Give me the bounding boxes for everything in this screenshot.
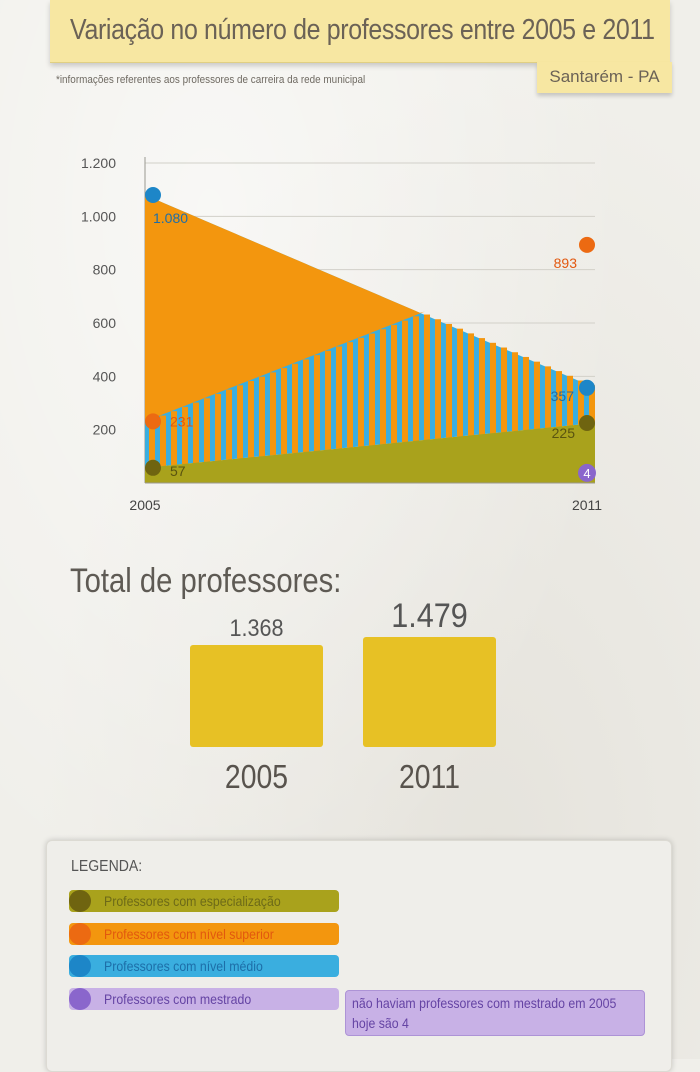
- y-tick-label: 1.200: [81, 155, 116, 171]
- area-superior-stripe: [545, 366, 551, 428]
- legend-panel: LEGENDA: Professores com especialização …: [46, 840, 672, 1072]
- location-label: Santarém - PA: [549, 67, 660, 86]
- total-value-2011: 1.479: [391, 597, 468, 635]
- title-banner: [50, 0, 670, 63]
- location-banner: Santarém - PA: [537, 62, 672, 93]
- point-mestrado-2011: [578, 463, 596, 482]
- data-label-medio-2005: 1.080: [153, 210, 188, 226]
- area-superior-stripe: [479, 338, 485, 435]
- data-label-especializacao-2011: 225: [552, 425, 576, 441]
- area-superior-stripe: [160, 415, 166, 467]
- area-superior-stripe: [314, 355, 320, 451]
- area-superior-stripe: [523, 356, 529, 431]
- area-superior-stripe: [259, 376, 265, 457]
- area-superior-stripe: [171, 411, 177, 466]
- area-superior-stripe: [413, 316, 419, 442]
- point-especializacao-2005: [145, 459, 161, 476]
- page-title: Variação no número de professores entre …: [70, 14, 655, 46]
- area-superior-stripe: [325, 350, 331, 450]
- area-superior-stripe: [512, 352, 518, 432]
- legend-bar-mestrado: [69, 988, 339, 1010]
- point-medio-2011: [579, 379, 595, 396]
- area-superior-stripe: [369, 333, 375, 446]
- data-label-medio-2011: 357: [551, 388, 575, 404]
- area-superior-stripe: [457, 328, 463, 437]
- area-especializacao: [145, 423, 595, 483]
- point-especializacao-2011: [579, 415, 595, 431]
- totals-title: Total de professores:: [70, 562, 342, 600]
- x-tick-label-2005: 2005: [129, 497, 160, 513]
- total-year-2011: 2011: [398, 758, 461, 795]
- area-superior-stripe: [446, 323, 452, 438]
- area-superior-stripe: [292, 363, 298, 454]
- area-superior-stripe: [182, 406, 188, 465]
- total-value-2005: 1.368: [229, 615, 284, 643]
- footnote: *informações referentes aos professores …: [56, 74, 366, 86]
- mestrado-note-line2: hoje são 4: [352, 1015, 409, 1031]
- area-superior-stripe: [226, 389, 232, 460]
- area-superior-stripe: [468, 333, 474, 436]
- area-superior-stripe: [193, 402, 199, 464]
- x-tick-label-2011: 2011: [572, 497, 602, 513]
- area-superior-stripe: [215, 393, 221, 461]
- area-superior-stripe: [435, 319, 441, 439]
- legend-item-medio: Professores com nível médio: [69, 955, 339, 977]
- legend-item-especializacao: Professores com especialização: [69, 890, 339, 912]
- y-tick-label: 200: [93, 422, 117, 438]
- legend-label-superior: Professores com nível superior: [104, 926, 274, 942]
- data-label-mestrado-2011: 4: [583, 466, 590, 481]
- legend-dot-superior: [69, 923, 91, 945]
- area-superior-stripe: [281, 368, 287, 455]
- area-superior-stripe: [358, 337, 364, 447]
- legend-bar-especializacao: [69, 890, 339, 912]
- area-superior-stripe: [248, 380, 254, 458]
- total-bar-2011: [363, 637, 496, 747]
- mestrado-note-line1: não haviam professores com mestrado em 2…: [352, 995, 617, 1011]
- point-medio-2005: [145, 187, 161, 203]
- area-superior-stripe: [589, 385, 595, 424]
- area-superior-stripe: [578, 380, 584, 425]
- area-superior-stripe: [303, 359, 309, 453]
- legend-dot-mestrado: [69, 988, 91, 1010]
- area-superior-stripe: [380, 329, 386, 445]
- y-tick-label: 1.000: [81, 208, 116, 224]
- legend-label-especializacao: Professores com especialização: [104, 893, 281, 909]
- area-superior-stripe: [534, 361, 540, 430]
- y-tick-label: 600: [93, 315, 117, 331]
- area-superior-stripe: [424, 314, 430, 441]
- area-superior: [145, 195, 595, 422]
- legend-bar-medio: [69, 955, 339, 977]
- data-label-superior-2011: 893: [554, 255, 578, 271]
- legend-item-mestrado: Professores com mestrado: [69, 988, 339, 1010]
- area-superior-stripe: [567, 375, 573, 426]
- total-bar-2005: [190, 645, 323, 747]
- mestrado-note: não haviam professores com mestrado em 2…: [345, 990, 645, 1036]
- teachers-area-chart: 200 400 600 800 1.000 1.200 2005 2011 1.080 357 23…: [81, 155, 602, 513]
- point-superior-2005: [145, 413, 161, 430]
- legend-dot-medio: [69, 955, 91, 977]
- total-year-2005: 2005: [224, 758, 289, 795]
- area-superior-stripe: [237, 385, 243, 459]
- legend-bar-superior: [69, 923, 339, 945]
- legend-label-medio: Professores com nível médio: [104, 958, 263, 974]
- legend-title: LEGENDA:: [71, 858, 143, 875]
- legend-label-mestrado: Professores com mestrado: [104, 991, 252, 1007]
- y-tick-label: 800: [93, 262, 117, 278]
- area-superior-stripe: [490, 342, 496, 434]
- area-superior-stripe: [204, 398, 210, 462]
- area-superior-stripe: [402, 320, 408, 443]
- legend-dot-especializacao: [69, 890, 91, 912]
- area-superior-stripe: [336, 346, 342, 449]
- area-superior-stripe: [556, 371, 562, 427]
- data-label-especializacao-2005: 57: [170, 463, 186, 479]
- area-superior-stripe: [347, 342, 353, 448]
- area-superior-stripe: [149, 419, 155, 468]
- point-superior-2011: [579, 236, 595, 253]
- legend-item-superior: Professores com nível superior: [69, 923, 339, 945]
- area-superior-stripe: [501, 347, 507, 433]
- area-superior-stripe: [391, 324, 397, 444]
- data-label-superior-2005: 231: [170, 413, 194, 429]
- area-superior-stripe: [270, 372, 276, 456]
- y-tick-label: 400: [93, 368, 117, 384]
